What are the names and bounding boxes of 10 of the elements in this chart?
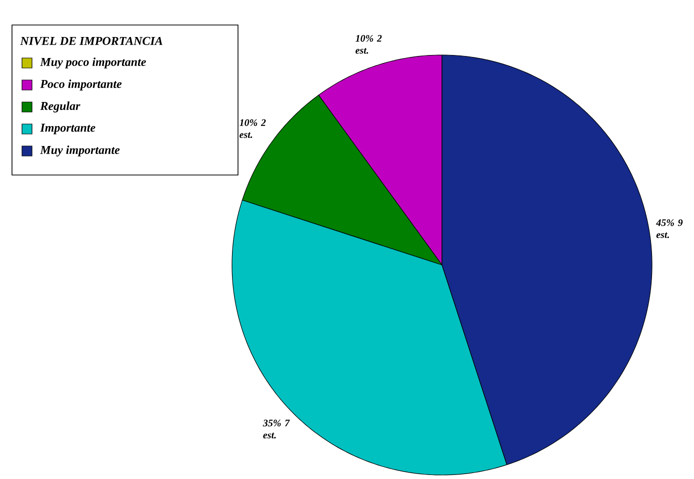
legend-label: Importante xyxy=(40,124,96,134)
legend-label: Muy poco importante xyxy=(40,58,146,68)
legend-label: Muy importante xyxy=(40,146,120,156)
legend-title: NIVEL DE IMPORTANCIA xyxy=(20,36,162,46)
data-label: 45% 9 est. xyxy=(656,219,683,238)
data-label: 35% 7 est. xyxy=(262,420,290,438)
data-label: 10% 2 est. xyxy=(356,34,382,54)
legend-label: Poco importante xyxy=(40,80,122,90)
data-label: 10% 2 est. xyxy=(240,119,266,138)
legend-label: Regular xyxy=(40,102,80,112)
